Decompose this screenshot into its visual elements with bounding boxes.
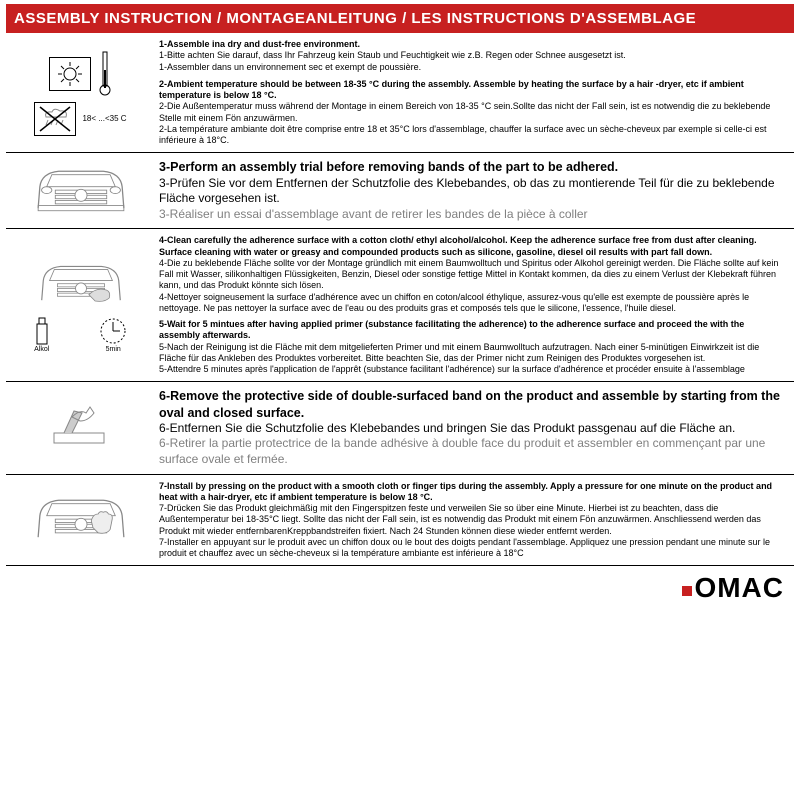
s2-fr: 2-La température ambiante doit être comp…: [159, 124, 786, 147]
row-7: 7-Install by pressing on the product wit…: [6, 475, 794, 567]
s1-bold: 1-Assemble ina dry and dust-free environ…: [159, 39, 786, 50]
s7-bold: 7-Install by pressing on the product wit…: [159, 481, 786, 504]
alkol-label: Alkol: [34, 346, 49, 353]
text-4-5: 4-Clean carefully the adherence surface …: [153, 233, 792, 377]
thermometer-icon: [97, 50, 113, 98]
s1-fr: 1-Assembler dans un environnement sec et…: [159, 62, 786, 73]
car-wipe-icon: [21, 257, 141, 312]
s4-bold: 4-Clean carefully the adherence surface …: [159, 235, 786, 258]
clock-icon: [98, 316, 128, 346]
s6-fr: 6-Retirer la partie protectrice de la ba…: [159, 436, 786, 467]
logo-text: OMAC: [694, 572, 784, 604]
car-press-icon: [21, 490, 141, 550]
row-3: 3-Perform an assembly trial before remov…: [6, 153, 794, 229]
s2-bold: 2-Ambient temperature should be between …: [159, 79, 786, 102]
text-3: 3-Perform an assembly trial before remov…: [153, 157, 792, 224]
brand-logo: OMAC: [682, 572, 784, 604]
text-6: 6-Remove the protective side of double-s…: [153, 386, 792, 469]
s2-de: 2-Die Außentemperatur muss während der M…: [159, 101, 786, 124]
timer-label: 5min: [106, 346, 121, 353]
s4-fr: 4-Nettoyer soigneusement la surface d'ad…: [159, 292, 786, 315]
peel-tape-icon: [46, 403, 116, 453]
s6-de: 6-Entfernen Sie die Schutzfolie des Kleb…: [159, 421, 786, 437]
s1-de: 1-Bitte achten Sie darauf, dass Ihr Fahr…: [159, 50, 786, 61]
logo-dot-icon: [682, 586, 692, 596]
car-icon: [21, 161, 141, 221]
text-1-2: 1-Assemble ina dry and dust-free environ…: [153, 37, 792, 148]
row-4-5: Alkol 5min 4-Clean carefully the adheren…: [6, 229, 794, 382]
icon-peel: [8, 386, 153, 469]
logo-row: OMAC: [6, 566, 794, 604]
s3-fr: 3-Réaliser un essai d'assemblage avant d…: [159, 207, 786, 223]
s7-fr: 7-Installer en appuyant sur le produit a…: [159, 537, 786, 560]
s3-bold: 3-Perform an assembly trial before remov…: [159, 159, 786, 175]
no-rain-icon: [34, 102, 76, 136]
icon-car-front: [8, 157, 153, 224]
s4-de: 4-Die zu beklebende Fläche sollte vor de…: [159, 258, 786, 292]
s7-de: 7-Drücken Sie das Produkt gleichmäßig mi…: [159, 503, 786, 537]
icon-temp-weather: 18< ...<35 C: [8, 37, 153, 148]
bottle-icon: [33, 316, 51, 346]
s3-de: 3-Prüfen Sie vor dem Entfernen der Schut…: [159, 176, 786, 207]
sun-icon: [49, 57, 91, 91]
row-1-2: 18< ...<35 C 1-Assemble ina dry and dust…: [6, 33, 794, 153]
icon-clean-wait: Alkol 5min: [8, 233, 153, 377]
s5-de: 5-Nach der Reinigung ist die Fläche mit …: [159, 342, 786, 365]
s5-fr: 5-Attendre 5 minutes après l'application…: [159, 364, 786, 375]
row-6: 6-Remove the protective side of double-s…: [6, 382, 794, 474]
header-title: ASSEMBLY INSTRUCTION / MONTAGEANLEITUNG …: [6, 4, 794, 33]
icon-press: [8, 479, 153, 562]
temp-range-label: 18< ...<35 C: [82, 114, 126, 123]
s6-bold: 6-Remove the protective side of double-s…: [159, 388, 786, 421]
s5-bold: 5-Wait for 5 mintues after having applie…: [159, 319, 786, 342]
text-7: 7-Install by pressing on the product wit…: [153, 479, 792, 562]
